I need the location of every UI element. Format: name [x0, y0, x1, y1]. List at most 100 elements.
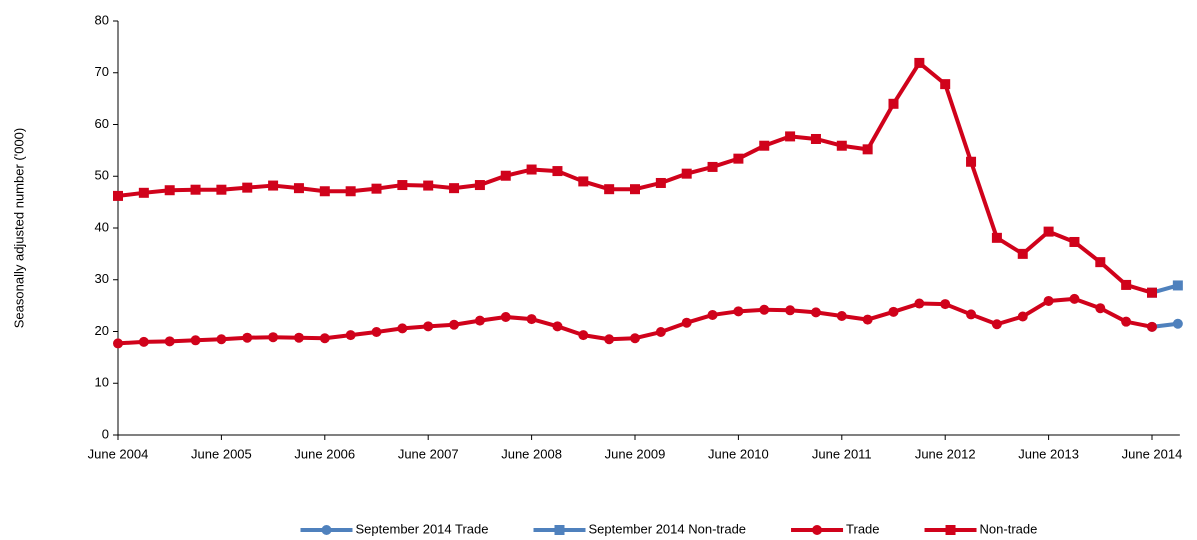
point	[397, 323, 408, 334]
y-tick-label: 30	[95, 271, 109, 286]
point	[888, 306, 899, 317]
point	[1095, 303, 1106, 314]
point	[836, 140, 847, 151]
x-tick-label: June 2004	[88, 446, 149, 461]
point	[785, 131, 796, 142]
y-tick-label: 70	[95, 64, 109, 79]
point	[526, 314, 537, 325]
point	[630, 184, 640, 195]
x-tick-label: June 2013	[1018, 446, 1079, 461]
legend-marker	[812, 525, 823, 535]
point	[1172, 280, 1183, 291]
y-tick-label: 10	[95, 375, 109, 390]
y-tick-label: 50	[95, 168, 109, 183]
point	[1095, 257, 1106, 268]
point	[138, 187, 149, 198]
point	[966, 309, 977, 320]
point	[397, 180, 408, 191]
point	[345, 186, 356, 197]
legend: September 2014 Trade September 2014 Non-t…	[300, 521, 1038, 536]
point	[810, 307, 821, 318]
point	[604, 334, 615, 345]
point	[966, 156, 977, 167]
y-tick-label: 40	[95, 219, 109, 234]
point	[1069, 236, 1080, 247]
point	[681, 317, 692, 328]
legend-marker	[945, 525, 956, 535]
point	[1017, 311, 1028, 322]
point	[1069, 293, 1080, 304]
point	[862, 144, 873, 155]
point	[552, 321, 563, 332]
y-tick-label: 0	[102, 426, 109, 441]
point	[319, 186, 330, 197]
point	[474, 180, 485, 191]
point	[319, 333, 330, 344]
point	[293, 332, 304, 343]
legend-label: September 2014 Non-trade	[588, 521, 746, 536]
x-tick-label: June 2010	[708, 446, 769, 461]
x-tick-label: June 2011	[812, 446, 872, 461]
point	[371, 327, 382, 338]
point	[759, 304, 770, 315]
point	[500, 170, 511, 181]
y-tick-label: 80	[95, 12, 109, 27]
point	[113, 338, 123, 349]
point	[500, 312, 511, 323]
point	[1121, 279, 1132, 290]
legend-label: Trade	[846, 521, 879, 536]
point	[423, 321, 434, 332]
legend-marker	[321, 525, 332, 535]
point	[862, 314, 873, 325]
y-tick-label: 20	[95, 323, 109, 338]
series-line	[117, 60, 1153, 295]
point	[345, 330, 356, 341]
point	[655, 327, 666, 338]
point	[655, 177, 666, 188]
point	[1147, 287, 1157, 298]
point	[604, 184, 615, 195]
point	[242, 332, 253, 343]
point	[1043, 295, 1054, 306]
x-tick-label: June 2007	[398, 446, 459, 461]
legend-label: Non-trade	[980, 521, 1038, 536]
point	[630, 333, 640, 344]
point	[940, 299, 951, 310]
point	[914, 57, 925, 68]
point	[113, 190, 123, 201]
point	[914, 298, 925, 309]
point	[474, 315, 485, 326]
point	[578, 330, 589, 341]
point	[1172, 318, 1183, 329]
point	[1147, 321, 1157, 332]
point	[449, 319, 460, 330]
point	[1043, 226, 1054, 237]
point	[371, 183, 382, 194]
point	[242, 182, 253, 193]
point	[293, 183, 304, 194]
point	[733, 306, 744, 317]
point	[216, 184, 227, 195]
point	[759, 140, 770, 151]
point	[785, 305, 796, 316]
legend-marker	[554, 525, 565, 535]
point	[707, 309, 718, 320]
point	[164, 185, 175, 196]
point	[888, 98, 899, 109]
point	[810, 133, 821, 144]
legend-label: September 2014 Trade	[356, 521, 489, 536]
point	[190, 184, 201, 195]
point	[991, 319, 1002, 330]
point	[190, 335, 201, 346]
x-tick-label: June 2014	[1122, 446, 1183, 461]
y-tick-label: 60	[95, 116, 109, 131]
x-tick-label: June 2008	[501, 446, 562, 461]
point	[681, 168, 692, 179]
point	[138, 336, 149, 347]
x-tick-label: June 2009	[605, 446, 666, 461]
point	[1121, 316, 1132, 327]
point	[216, 334, 227, 345]
point	[578, 176, 589, 187]
point	[940, 79, 951, 90]
